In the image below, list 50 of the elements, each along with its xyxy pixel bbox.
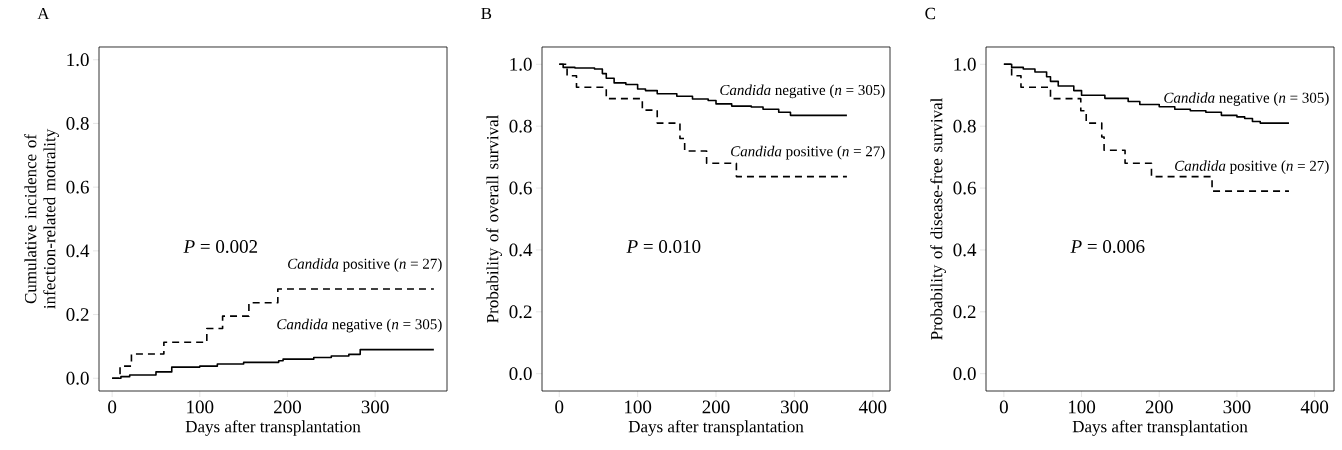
series-label: Candida positive (n = 27) (1175, 160, 1329, 174)
chart-title: A (37, 7, 50, 20)
y-axis-title: Probability of disease-free survival (930, 98, 946, 340)
y-tick-label: 0.2 (509, 305, 532, 319)
y-tick-label: 0.0 (66, 371, 89, 385)
series-label: Candida negative (n = 305) (277, 318, 442, 333)
chart-title: B (481, 7, 492, 20)
series-label: Candida negative (n = 305) (720, 84, 885, 99)
x-tick-label: 400 (1300, 400, 1329, 414)
x-axis-title: Days after transplantation (185, 420, 361, 436)
x-tick-label: 0 (555, 400, 564, 414)
y-tick-label: 1.0 (510, 57, 532, 71)
x-tick-label: 200 (274, 400, 301, 414)
y-tick-label: 0.6 (509, 181, 532, 195)
x-tick-label: 100 (187, 400, 214, 414)
x-axis-title: Days after transplantation (1072, 420, 1248, 436)
x-tick-label: 200 (702, 400, 730, 414)
chart-title: C (925, 7, 936, 20)
y-tick-label: 0.4 (66, 244, 90, 258)
y-tick-label: 0.0 (509, 367, 532, 381)
y-tick-label: 0.4 (953, 243, 977, 257)
y-tick-label: 0.6 (66, 180, 89, 194)
y-tick-label: 0.6 (953, 181, 976, 195)
y-tick-label: 0.0 (953, 367, 976, 381)
x-tick-label: 100 (625, 400, 652, 414)
annotation: P = 0.002 (183, 240, 258, 253)
y-tick-label: 0.8 (66, 116, 89, 130)
x-axis-title: Days after transplantation (628, 420, 804, 436)
x-tick-label: 300 (361, 400, 389, 414)
x-tick-label: 100 (1068, 400, 1096, 414)
y-axis-title: Probability of overall survival (486, 114, 502, 323)
y-tick-label: 0.8 (953, 119, 976, 133)
x-tick-label: 400 (858, 400, 887, 414)
annotation: P = 0.010 (626, 240, 701, 253)
series-label: Candida positive (n = 27) (288, 258, 442, 272)
y-tick-label: 0.2 (953, 305, 976, 319)
x-tick-label: 200 (1145, 400, 1173, 414)
y-tick-label: 0.4 (509, 243, 533, 257)
series-label: Candida positive (n = 27) (731, 145, 885, 160)
y-tick-label: 1.0 (67, 53, 89, 67)
y-tick-label: 1.0 (954, 57, 976, 71)
y-tick-label: 0.8 (509, 119, 532, 133)
x-tick-label: 0 (108, 400, 117, 414)
annotation: P = 0.006 (1070, 240, 1145, 253)
series-label: Candida negative (n = 305) (1164, 92, 1329, 106)
x-tick-label: 300 (781, 400, 808, 414)
x-tick-label: 0 (999, 400, 1008, 414)
y-axis-title: Cumulative incidence of infection-related motrality (24, 128, 59, 309)
x-tick-label: 300 (1223, 400, 1251, 414)
y-tick-label: 0.2 (66, 308, 89, 321)
